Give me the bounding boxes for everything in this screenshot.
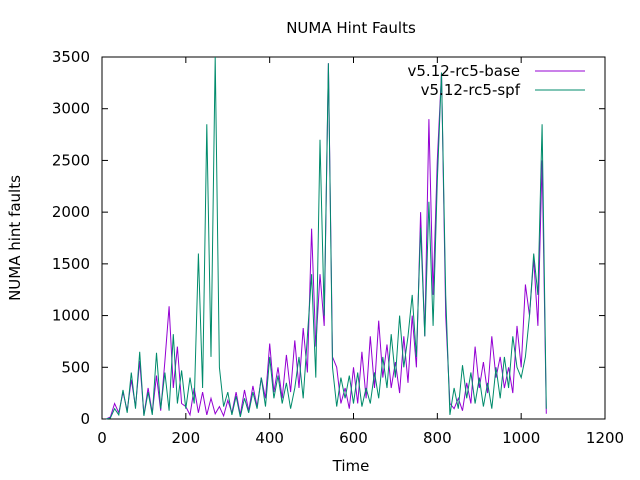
y-tick-label: 500 — [61, 358, 90, 376]
x-tick-label: 600 — [339, 429, 368, 447]
y-tick-label: 3500 — [52, 48, 90, 66]
y-tick-label: 1500 — [52, 255, 90, 273]
x-tick-label: 200 — [172, 429, 201, 447]
y-tick-label: 0 — [80, 410, 90, 428]
chart-title: NUMA Hint Faults — [286, 19, 416, 37]
y-axis-label: NUMA hint faults — [6, 175, 24, 301]
axis-ticks: 0 200 400 600 800 1000 1200 0 500 1000 1500 2000 250… — [52, 48, 624, 447]
series-line-1 — [106, 56, 547, 420]
legend-label: v5.12-rc5-spf — [421, 81, 521, 99]
y-tick-label: 2500 — [52, 151, 90, 169]
y-tick-label: 2000 — [52, 203, 90, 221]
x-tick-label: 1000 — [502, 429, 540, 447]
x-tick-label: 1200 — [586, 429, 624, 447]
series-line-0 — [105, 63, 547, 420]
legend-label: v5.12-rc5-base — [408, 62, 521, 80]
y-tick-label: 3000 — [52, 100, 90, 118]
series-lines — [105, 56, 547, 420]
plot-frame — [101, 56, 606, 420]
x-tick-label: 400 — [255, 429, 284, 447]
x-tick-label: 0 — [97, 429, 107, 447]
y-tick-label: 1000 — [52, 307, 90, 325]
x-tick-label: 800 — [423, 429, 452, 447]
x-axis-label: Time — [332, 457, 370, 475]
